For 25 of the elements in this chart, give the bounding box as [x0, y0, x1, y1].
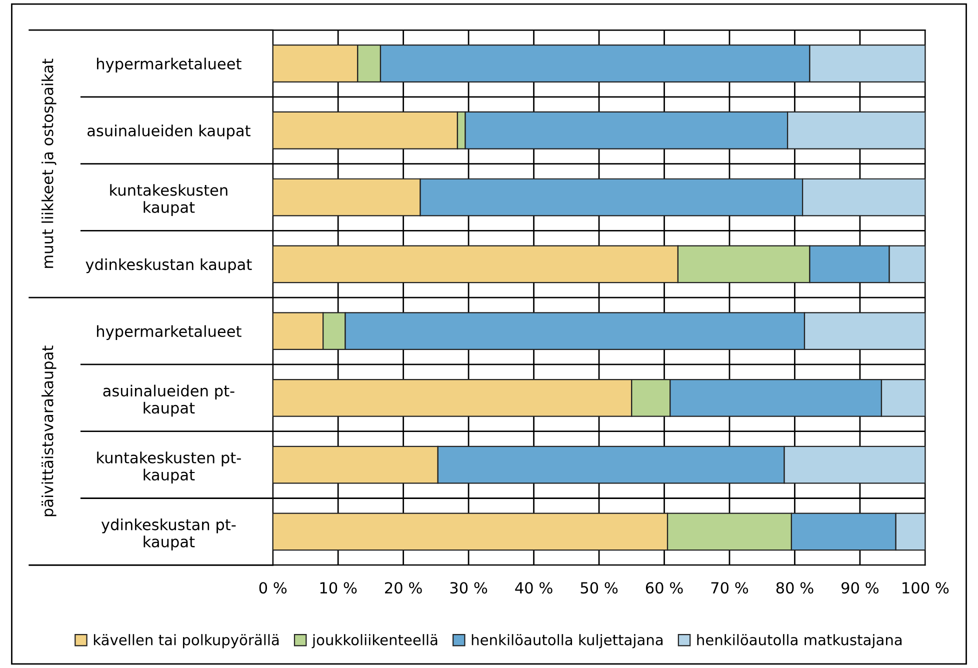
y-tick-label: ydinkeskustan kaupat	[86, 258, 252, 274]
x-tick-label: 40 %	[515, 582, 552, 594]
legend-label: joukkoliikenteellä	[312, 634, 438, 648]
x-tick-label: 90 %	[842, 582, 879, 594]
x-tick-label: 50 %	[580, 582, 618, 594]
text: muut liikkeet ja ostospaikat	[42, 58, 56, 268]
y-tick-label: asuinalueiden kaupat	[88, 124, 250, 140]
text: päivittäistavarakaupat	[42, 346, 56, 516]
x-tick-label: 80 %	[776, 582, 814, 594]
y-tick-label: hypermarketalueet	[97, 58, 242, 72]
legend-label: henkilöautolla matkustajana	[697, 634, 902, 648]
y-tick-label: kuntakeskusten pt- kaupat	[97, 452, 241, 484]
legend-label: henkilöautolla kuljettajana	[472, 634, 663, 648]
x-tick-label: 60 %	[646, 582, 683, 594]
x-tick-label: 0 %	[259, 582, 287, 594]
y-tick-label: ydinkeskustan pt- kaupat	[101, 518, 236, 550]
x-tick-label: 10 %	[320, 582, 357, 594]
y-tick-label: hypermarketalueet	[97, 325, 242, 340]
x-tick-label: 70 %	[711, 582, 748, 594]
y-tick-label: kuntakeskusten kaupat	[110, 184, 228, 216]
legend-label: kävellen tai polkupyörällä	[94, 634, 279, 648]
x-tick-label: 20 %	[385, 582, 422, 594]
x-tick-label: 30 %	[450, 582, 488, 594]
x-tick-label: 100 %	[902, 582, 949, 594]
y-tick-label: asuinalueiden pt- kaupat	[103, 384, 234, 417]
